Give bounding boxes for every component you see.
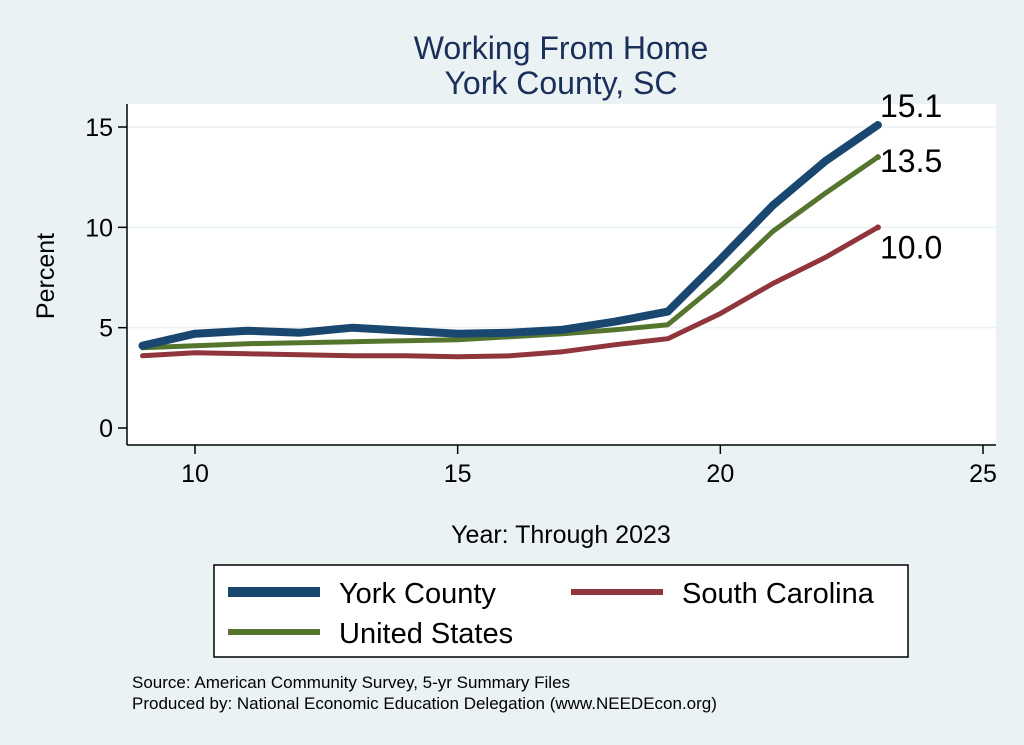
end-label-south-carolina: 10.0 — [880, 229, 942, 265]
x-tick-label-25: 25 — [969, 460, 997, 488]
end-label-united-states: 13.5 — [880, 143, 942, 179]
series-end-point-south-carolina — [874, 224, 881, 231]
y-axis-label: Percent — [32, 233, 60, 319]
legend: York County South Carolina United States — [213, 564, 909, 658]
y-tick-label-5: 5 — [99, 315, 113, 343]
x-tick-label-20: 20 — [706, 460, 734, 488]
chart-title-line-2: York County, SC — [445, 65, 678, 101]
legend-box — [213, 564, 909, 658]
legend-label-south-carolina: South Carolina — [682, 578, 875, 610]
x-tick-label-15: 15 — [444, 460, 472, 488]
x-axis-label: Year: Through 2023 — [451, 521, 671, 549]
series-line-south-carolina — [140, 224, 881, 360]
source-note: Source: American Community Survey, 5-yr … — [132, 673, 570, 692]
produced-by-note: Produced by: National Economic Education… — [132, 694, 717, 713]
y-tick-label-15: 15 — [85, 114, 113, 142]
y-tick-label-0: 0 — [99, 415, 113, 443]
x-tick-label-10: 10 — [181, 460, 209, 488]
series-end-point-united-states — [874, 154, 881, 161]
legend-label-york-county: York County — [339, 578, 496, 610]
plot-area — [127, 104, 996, 445]
series-end-point-york-county — [874, 121, 881, 128]
y-tick-label-10: 10 — [85, 214, 113, 242]
legend-label-united-states: United States — [339, 618, 513, 650]
end-label-york-county: 15.1 — [880, 88, 942, 124]
chart-title-line-1: Working From Home — [414, 30, 709, 66]
series-line-york-county — [138, 121, 882, 350]
